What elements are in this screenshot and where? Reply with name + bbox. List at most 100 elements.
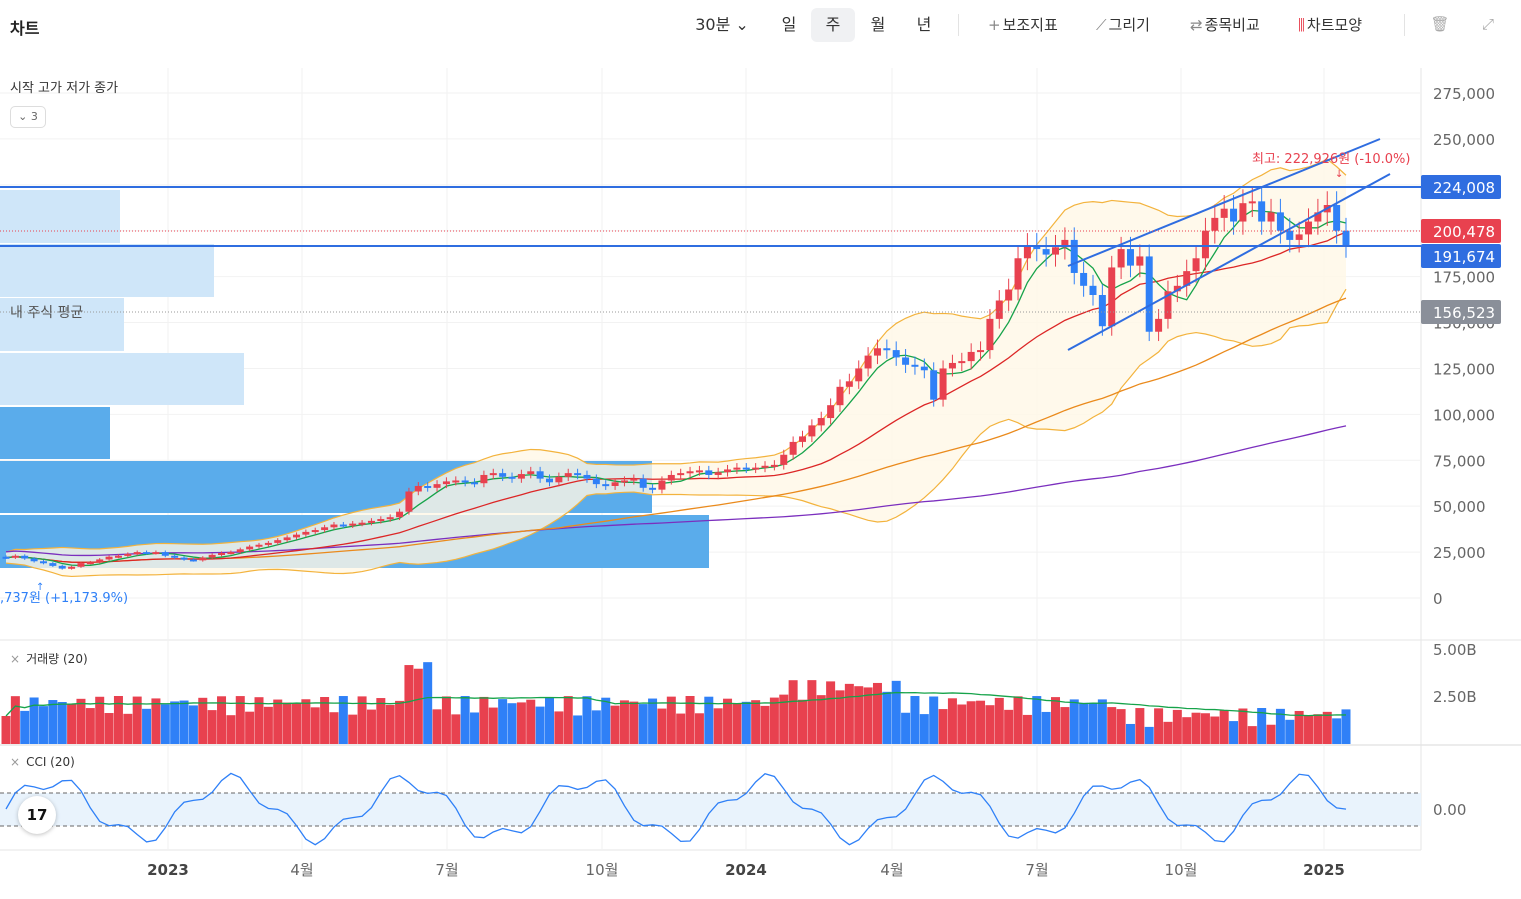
y-tick-label: 275,000 [1433, 85, 1495, 103]
volume-bar [760, 705, 770, 744]
candle-body [527, 471, 535, 475]
cci-band [0, 793, 1421, 826]
volume-bar [544, 697, 554, 744]
volume-bar [985, 705, 995, 744]
candle-body [1314, 212, 1322, 222]
candle-body [1014, 258, 1022, 290]
volume-bar [29, 697, 39, 744]
candle-body [667, 474, 675, 481]
page-title: 차트 [10, 19, 40, 38]
volume-bar [282, 702, 292, 744]
candle-body [396, 511, 404, 518]
legend-collapse-button[interactable]: ⌄ 3 [10, 106, 46, 128]
candle-body [236, 549, 244, 553]
trash-icon[interactable]: 🗑 [1430, 15, 1450, 33]
y-tick-label: 50,000 [1433, 498, 1486, 516]
volume-profile-bar [0, 244, 214, 297]
volume-bar [666, 696, 676, 744]
volume-bar [807, 680, 817, 744]
volume-bar [179, 700, 189, 744]
volume-bar [751, 700, 761, 744]
volume-bar [76, 698, 86, 744]
close-icon[interactable]: × [10, 652, 21, 666]
candle-body [780, 454, 788, 465]
draw-button[interactable]: ⟋ 그리기 [1096, 16, 1150, 34]
close-icon[interactable]: × [10, 755, 21, 769]
volume-bar [1229, 721, 1239, 744]
candle-body [180, 557, 188, 560]
volume-bar [713, 708, 723, 744]
candle-body [1108, 267, 1116, 327]
volume-bar [1088, 702, 1098, 744]
volume-bar [1285, 719, 1295, 744]
candle-body [1230, 208, 1238, 222]
candle-body [39, 561, 47, 564]
x-tick-label: 2025 [1303, 861, 1345, 879]
candle-body [30, 558, 38, 562]
timeframe-week[interactable]: 주 [811, 8, 855, 42]
volume-bar [798, 699, 808, 744]
pencil-icon: ⟋ [1096, 16, 1107, 34]
chart-style-button[interactable]: ⫼ 차트모양 [1298, 16, 1363, 34]
price-tag [1421, 244, 1501, 268]
volume-bar [1191, 712, 1201, 744]
volume-bar [479, 696, 489, 744]
candle-body [274, 540, 282, 543]
volume-bar [769, 697, 779, 744]
my-average-label: 내 주식 평균 [10, 305, 84, 321]
candle-body [602, 484, 610, 487]
candle-body [977, 350, 985, 353]
candle-body [499, 473, 507, 477]
timeframe-month[interactable]: 월 [870, 15, 886, 34]
candle-body [517, 474, 525, 479]
expand-icon[interactable]: ⤢ [1481, 15, 1494, 33]
timeframe-day[interactable]: 일 [781, 15, 797, 34]
candle-body [480, 474, 488, 484]
volume-bar [1125, 723, 1135, 744]
candle-body [855, 368, 863, 382]
volume-bar [498, 699, 508, 744]
candle-body [658, 480, 666, 490]
candle-body [386, 517, 394, 520]
volume-bar [629, 701, 639, 744]
candle-body [1136, 256, 1144, 266]
indicator-button[interactable]: + 보조지표 [988, 16, 1058, 34]
candle-body [574, 473, 582, 476]
y-tick-label: 125,000 [1433, 360, 1495, 378]
volume-bar [1247, 726, 1257, 744]
candle-body [1173, 285, 1181, 292]
candle-body [471, 482, 479, 485]
candle-body [358, 522, 366, 525]
price-tag [1421, 175, 1501, 199]
timeframe-year[interactable]: 년 [916, 15, 932, 34]
candle-body [1061, 239, 1069, 248]
volume-bar [348, 714, 358, 744]
volume-bar [254, 697, 264, 744]
candle-body [967, 351, 975, 362]
volume-bar [723, 698, 733, 744]
candle-body [1183, 271, 1191, 286]
cci-panel-label: × CCI (20) [10, 755, 75, 769]
candle-body [58, 565, 66, 569]
price-tag [1421, 219, 1501, 243]
volume-bar [1013, 696, 1023, 744]
timeframe-30min[interactable]: 30분 ⌄ [695, 15, 749, 34]
volume-bar [48, 700, 58, 744]
candle-body [686, 471, 694, 474]
candle-body [508, 476, 516, 479]
candle-body [246, 546, 254, 550]
bollinger-upper-line [5, 158, 1347, 553]
candle-body [536, 471, 544, 479]
volume-bar [957, 704, 967, 744]
volume-bar [1210, 716, 1220, 744]
candle-body [1211, 217, 1219, 231]
volume-bar [1144, 726, 1154, 744]
candle-body [986, 318, 994, 351]
volume-bar [423, 662, 433, 744]
compare-button[interactable]: ⇄ 종목비교 [1190, 16, 1260, 34]
candle-body [1286, 230, 1294, 240]
candle-body [1258, 201, 1266, 222]
candle-body [639, 478, 647, 488]
candle-body [789, 441, 797, 455]
